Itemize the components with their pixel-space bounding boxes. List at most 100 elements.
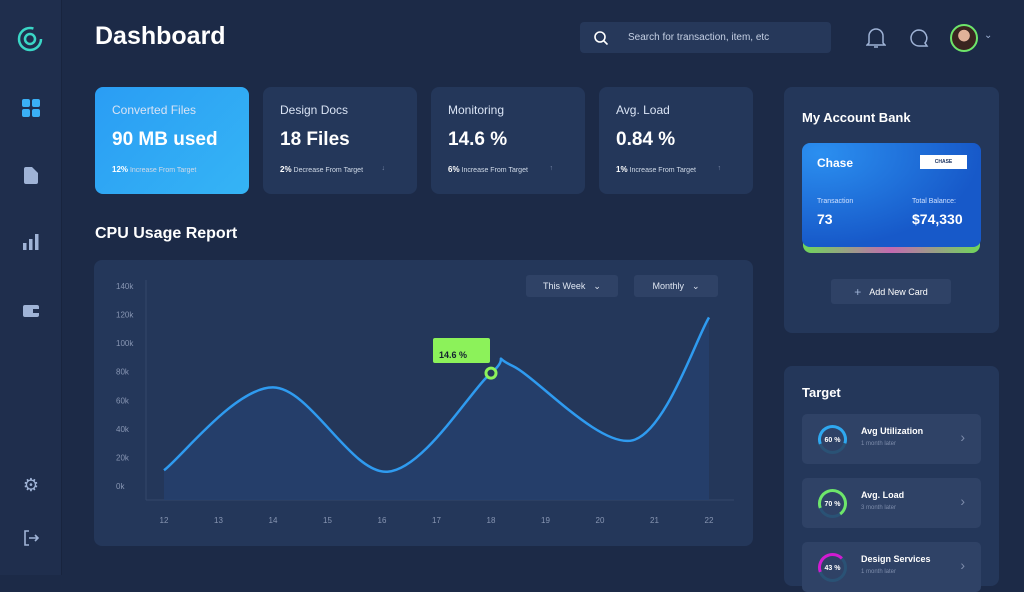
chevron-down-icon[interactable]: ⌄ bbox=[984, 30, 993, 41]
x-tick-label: 17 bbox=[432, 516, 441, 525]
bell-icon[interactable] bbox=[865, 27, 887, 54]
target-panel: Target 60 % Avg Utilization 1 month late… bbox=[784, 366, 999, 592]
bank-card[interactable]: Chase CHASE Transaction 73 Total Balance… bbox=[802, 143, 981, 247]
x-tick-label: 15 bbox=[323, 516, 332, 525]
stat-percent: 6% bbox=[448, 165, 460, 174]
target-name: Design Services bbox=[861, 554, 931, 564]
document-icon[interactable] bbox=[20, 164, 42, 186]
sidebar: ⚙ bbox=[0, 0, 62, 575]
chat-icon[interactable] bbox=[909, 28, 929, 53]
highlight-point[interactable] bbox=[484, 366, 498, 380]
search-placeholder: Search for transaction, item, etc bbox=[628, 32, 770, 43]
stat-label: Design Docs bbox=[280, 103, 349, 117]
stat-note: Increase From Target bbox=[129, 167, 197, 174]
bar-chart-icon[interactable] bbox=[20, 231, 42, 253]
stat-note: Decrease From Target bbox=[293, 167, 364, 174]
stat-label: Monitoring bbox=[448, 103, 505, 117]
stat-value: 0.84 % bbox=[616, 129, 676, 150]
stat-trend: 12% Increase From Target bbox=[112, 165, 232, 174]
period-filter-dropdown[interactable]: Monthly ⌄ bbox=[634, 275, 718, 297]
progress-percent: 70 % bbox=[825, 501, 842, 508]
page-title: Dashboard bbox=[95, 22, 226, 50]
stat-card[interactable]: Converted Files 90 MB used 12% Increase … bbox=[95, 87, 249, 194]
target-item[interactable]: 60 % Avg Utilization 1 month later › bbox=[802, 414, 981, 464]
week-filter-label: This Week bbox=[543, 281, 586, 291]
y-tick-label: 20k bbox=[116, 453, 130, 462]
trend-arrow-icon: ↓ bbox=[381, 165, 386, 172]
progress-ring: 60 % bbox=[818, 425, 847, 454]
target-name: Avg. Load bbox=[861, 490, 905, 500]
stat-value: 14.6 % bbox=[448, 129, 508, 150]
stat-trend: 2% Decrease From Target ↓ bbox=[280, 165, 400, 174]
account-bank-title: My Account Bank bbox=[802, 110, 911, 125]
y-tick-label: 60k bbox=[116, 396, 130, 405]
logout-icon[interactable] bbox=[20, 527, 42, 549]
search-input[interactable]: Search for transaction, item, etc bbox=[580, 22, 831, 53]
chevron-right-icon[interactable]: › bbox=[960, 557, 965, 573]
stat-card[interactable]: Monitoring 14.6 % 6% Increase From Targe… bbox=[431, 87, 585, 194]
chart-plot: 0k 20k 40k 60k 80k 100k 120k 140k 12 13 14 15 16 17 18… bbox=[116, 280, 734, 525]
cpu-report-title: CPU Usage Report bbox=[95, 225, 238, 242]
x-tick-label: 22 bbox=[705, 516, 714, 525]
wallet-icon[interactable] bbox=[20, 299, 42, 321]
period-filter-label: Monthly bbox=[652, 281, 684, 291]
y-tick-label: 100k bbox=[116, 339, 134, 348]
transaction-label: Transaction bbox=[817, 198, 854, 205]
stat-value: 90 MB used bbox=[112, 129, 218, 150]
trend-arrow-icon: ↑ bbox=[717, 165, 722, 172]
series-line bbox=[163, 316, 711, 473]
cpu-chart: This Week ⌄ Monthly ⌄ 0k 20k 40k 60k 80k 100k 12… bbox=[94, 260, 753, 546]
stat-card[interactable]: Design Docs 18 Files 2% Decrease From Ta… bbox=[263, 87, 417, 194]
stat-percent: 12% bbox=[112, 165, 129, 174]
account-bank-panel: My Account Bank Chase CHASE Transaction … bbox=[784, 87, 999, 333]
target-sub: 1 month later bbox=[861, 441, 897, 447]
logo-icon[interactable] bbox=[16, 25, 44, 53]
x-tick-label: 20 bbox=[596, 516, 605, 525]
x-tick-label: 12 bbox=[160, 516, 169, 525]
target-sub: 3 month later bbox=[861, 505, 897, 511]
chevron-down-icon: ⌄ bbox=[691, 280, 700, 291]
x-tick-label: 21 bbox=[650, 516, 659, 525]
chevron-right-icon[interactable]: › bbox=[960, 493, 965, 509]
area-fill bbox=[164, 317, 709, 500]
search-icon bbox=[594, 30, 608, 45]
avatar[interactable] bbox=[950, 24, 978, 52]
bank-name: Chase bbox=[817, 156, 854, 170]
tooltip-value: 14.6 % bbox=[439, 350, 468, 360]
stat-note: Increase From Target bbox=[461, 167, 528, 174]
target-item[interactable]: 43 % Design Services 1 month later › bbox=[802, 542, 981, 592]
progress-ring: 70 % bbox=[818, 488, 847, 518]
stat-value: 18 Files bbox=[280, 129, 350, 150]
chart-tooltip: 14.6 % bbox=[433, 338, 490, 363]
stat-trend: 1% Increase From Target ↑ bbox=[616, 165, 736, 174]
stat-label: Avg. Load bbox=[616, 103, 670, 117]
plus-icon: + bbox=[854, 284, 862, 299]
trend-arrow-icon: ↑ bbox=[549, 165, 554, 172]
gear-icon[interactable]: ⚙ bbox=[22, 474, 40, 495]
add-new-card-button[interactable]: + Add New Card bbox=[831, 279, 951, 304]
chevron-right-icon[interactable]: › bbox=[960, 429, 965, 445]
bank-logo: CHASE bbox=[920, 155, 967, 169]
target-title: Target bbox=[802, 385, 841, 400]
x-tick-label: 13 bbox=[214, 516, 223, 525]
week-filter-dropdown[interactable]: This Week ⌄ bbox=[526, 275, 618, 297]
chevron-down-icon: ⌄ bbox=[593, 280, 601, 291]
y-tick-label: 80k bbox=[116, 368, 130, 377]
x-tick-label: 14 bbox=[269, 516, 278, 525]
stat-label: Converted Files bbox=[112, 103, 197, 117]
y-tick-label: 120k bbox=[116, 311, 134, 320]
grid-icon[interactable] bbox=[20, 97, 42, 119]
target-sub: 1 month later bbox=[861, 569, 897, 575]
stat-percent: 1% bbox=[616, 165, 628, 174]
stat-card[interactable]: Avg. Load 0.84 % 1% Increase From Target… bbox=[599, 87, 753, 194]
x-tick-label: 18 bbox=[487, 516, 496, 525]
target-item[interactable]: 70 % Avg. Load 3 month later › bbox=[802, 478, 981, 528]
target-name: Avg Utilization bbox=[861, 426, 924, 436]
x-tick-label: 19 bbox=[541, 516, 550, 525]
progress-ring: 43 % bbox=[818, 553, 847, 582]
balance-label: Total Balance: bbox=[912, 198, 956, 205]
y-tick-label: 0k bbox=[116, 482, 125, 491]
progress-percent: 60 % bbox=[825, 437, 842, 444]
stat-percent: 2% bbox=[280, 165, 292, 174]
x-tick-label: 16 bbox=[378, 516, 387, 525]
